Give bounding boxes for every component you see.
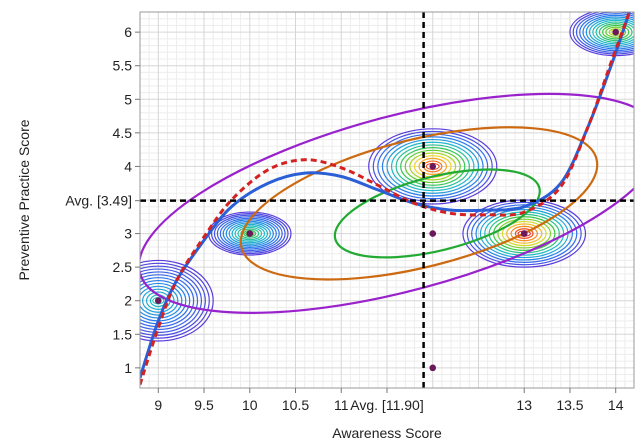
- data-point: [246, 230, 254, 237]
- density-contour: [231, 223, 269, 244]
- y-tick-label: 5: [124, 91, 132, 107]
- y-tick-label: 2: [124, 293, 132, 309]
- density-contour: [381, 136, 484, 197]
- x-tick-label: 9.5: [194, 397, 214, 413]
- y-tick-label: 1: [124, 360, 132, 376]
- density-contour: [501, 220, 547, 247]
- y-tick-label: 4: [124, 158, 132, 174]
- density-contour: [409, 152, 457, 181]
- data-point: [429, 163, 437, 170]
- density-contour: [510, 225, 538, 242]
- density-contour: [395, 144, 470, 189]
- y-tick-label: 3: [124, 226, 132, 242]
- y-tick-label: 1.5: [113, 326, 133, 342]
- fit-curve-dashed: [140, 12, 631, 386]
- density-contour: [240, 228, 260, 239]
- density-contour: [598, 23, 633, 42]
- y-axis-ticks: 1 1.5 2 2.5 3 Avg. [3.49] 4 4.5 5 5.5 6: [65, 24, 140, 376]
- x-tick-label: 9: [154, 397, 162, 413]
- data-points: [154, 28, 620, 372]
- density-contour: [237, 226, 263, 241]
- confidence-ellipse: [333, 168, 541, 259]
- density-contour: [386, 138, 480, 194]
- x-tick-label: 11: [334, 397, 349, 413]
- density-contour: [140, 262, 210, 339]
- data-point: [429, 230, 437, 237]
- density-contour: [234, 225, 266, 242]
- density-contour: [514, 228, 534, 239]
- x-tick-label: 13: [516, 397, 532, 413]
- x-axis-title: Awareness Score: [332, 425, 442, 441]
- density-contour: [142, 288, 175, 313]
- data-point: [520, 230, 528, 237]
- x-tick-label: 14: [608, 397, 624, 413]
- density-contour: [140, 265, 206, 336]
- density-contour: [140, 285, 179, 316]
- density-contour: [404, 149, 461, 184]
- y-axis-title: Preventive Practice Score: [16, 119, 32, 280]
- density-contour: [368, 128, 498, 205]
- x-tick-label: 10.5: [282, 397, 309, 413]
- density-contour: [605, 26, 627, 38]
- density-contour: [228, 222, 271, 245]
- density-contour: [213, 214, 286, 253]
- density-contour: [592, 19, 634, 45]
- data-point: [154, 297, 162, 305]
- y-tick-label: 6: [124, 24, 132, 40]
- y-tick-label: 4.5: [113, 125, 133, 141]
- density-contour: [506, 223, 543, 244]
- density-contour: [471, 204, 578, 263]
- density-contour: [390, 141, 475, 192]
- density-contour: [140, 271, 199, 331]
- density-contour: [418, 157, 448, 176]
- density-contour: [497, 218, 552, 249]
- density-contour: [595, 21, 634, 43]
- fit-curves: [140, 12, 631, 386]
- y-tick-label: 5.5: [113, 58, 133, 74]
- density-contour: [585, 16, 634, 48]
- density-contour: [140, 268, 203, 333]
- grid-major: [140, 12, 634, 388]
- y-tick-label: Avg. [3.49]: [65, 193, 132, 209]
- density-contour: [210, 213, 289, 255]
- density-contour: [400, 147, 466, 186]
- density-contour: [216, 216, 283, 252]
- x-tick-label: Avg. [11.90]: [350, 397, 423, 413]
- data-point: [612, 28, 620, 36]
- fit-curve-solid: [140, 12, 631, 379]
- x-axis-ticks: 9 9.5 10 10.5 11 Avg. [11.90] 13 13.5 14: [154, 388, 624, 413]
- confidence-ellipse: [239, 126, 599, 281]
- data-point: [429, 364, 437, 372]
- density-contour: [140, 259, 214, 342]
- x-tick-label: 13.5: [556, 397, 583, 413]
- density-contour: [466, 201, 582, 266]
- density-contour: [602, 24, 630, 40]
- y-tick-label: 2.5: [113, 259, 133, 275]
- x-tick-label: 10: [242, 397, 258, 413]
- mean-reference-lines: [140, 12, 634, 388]
